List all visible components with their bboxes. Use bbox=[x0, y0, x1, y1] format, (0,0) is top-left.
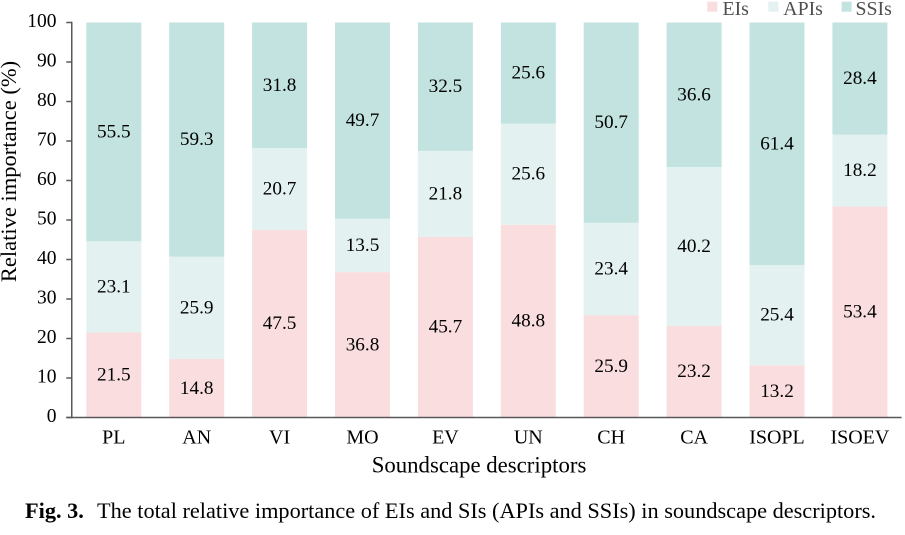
svg-text:49.7: 49.7 bbox=[346, 110, 380, 131]
svg-text:50.7: 50.7 bbox=[594, 112, 628, 133]
svg-text:Relative importance (%): Relative importance (%) bbox=[0, 61, 21, 282]
svg-text:13.2: 13.2 bbox=[760, 381, 794, 402]
svg-text:AN: AN bbox=[182, 427, 211, 449]
svg-text:36.8: 36.8 bbox=[346, 334, 380, 355]
svg-text:18.2: 18.2 bbox=[843, 160, 877, 181]
svg-text:45.7: 45.7 bbox=[429, 317, 463, 338]
svg-text:25.6: 25.6 bbox=[512, 164, 546, 185]
svg-text:Soundscape descriptors: Soundscape descriptors bbox=[372, 453, 587, 478]
svg-text:23.1: 23.1 bbox=[97, 277, 131, 298]
svg-text:25.4: 25.4 bbox=[760, 305, 794, 326]
svg-text:60: 60 bbox=[37, 169, 57, 190]
svg-text:VI: VI bbox=[269, 427, 290, 449]
svg-text:PL: PL bbox=[102, 427, 125, 449]
svg-text:25.9: 25.9 bbox=[180, 297, 214, 318]
svg-text:20.7: 20.7 bbox=[263, 179, 297, 200]
svg-text:CA: CA bbox=[680, 427, 708, 449]
svg-text:10: 10 bbox=[37, 367, 57, 388]
svg-text:36.6: 36.6 bbox=[677, 84, 711, 105]
svg-text:14.8: 14.8 bbox=[180, 378, 214, 399]
svg-text:MO: MO bbox=[346, 427, 378, 449]
svg-text:CH: CH bbox=[597, 427, 625, 449]
svg-text:53.4: 53.4 bbox=[843, 302, 877, 323]
svg-text:ISOEV: ISOEV bbox=[830, 427, 889, 449]
svg-text:31.8: 31.8 bbox=[263, 75, 297, 96]
svg-text:28.4: 28.4 bbox=[843, 68, 877, 89]
svg-text:47.5: 47.5 bbox=[263, 313, 297, 334]
svg-text:APIs: APIs bbox=[783, 0, 823, 20]
svg-text:UN: UN bbox=[514, 427, 543, 449]
svg-text:32.5: 32.5 bbox=[429, 76, 463, 97]
svg-text:21.8: 21.8 bbox=[429, 183, 463, 204]
svg-text:30: 30 bbox=[37, 288, 57, 309]
svg-text:50: 50 bbox=[37, 209, 57, 230]
svg-text:48.8: 48.8 bbox=[512, 311, 546, 332]
svg-text:61.4: 61.4 bbox=[760, 133, 794, 154]
svg-text:21.5: 21.5 bbox=[97, 365, 131, 386]
svg-text:80: 80 bbox=[37, 90, 57, 111]
svg-text:EV: EV bbox=[432, 427, 459, 449]
svg-text:100: 100 bbox=[27, 11, 56, 32]
svg-text:90: 90 bbox=[37, 51, 57, 72]
svg-text:23.2: 23.2 bbox=[677, 361, 711, 382]
svg-text:55.5: 55.5 bbox=[97, 121, 131, 142]
svg-text:59.3: 59.3 bbox=[180, 129, 214, 150]
svg-text:23.4: 23.4 bbox=[594, 259, 628, 280]
svg-text:25.6: 25.6 bbox=[512, 63, 546, 84]
svg-text:13.5: 13.5 bbox=[346, 235, 380, 256]
svg-text:25.9: 25.9 bbox=[594, 356, 628, 377]
svg-text:EIs: EIs bbox=[723, 0, 749, 20]
svg-text:SSIs: SSIs bbox=[856, 0, 892, 20]
svg-text:40: 40 bbox=[37, 248, 57, 269]
svg-text:0: 0 bbox=[47, 406, 57, 427]
svg-text:70: 70 bbox=[37, 130, 57, 151]
svg-text:ISOPL: ISOPL bbox=[749, 427, 805, 449]
svg-text:40.2: 40.2 bbox=[677, 236, 711, 257]
svg-text:20: 20 bbox=[37, 327, 57, 348]
